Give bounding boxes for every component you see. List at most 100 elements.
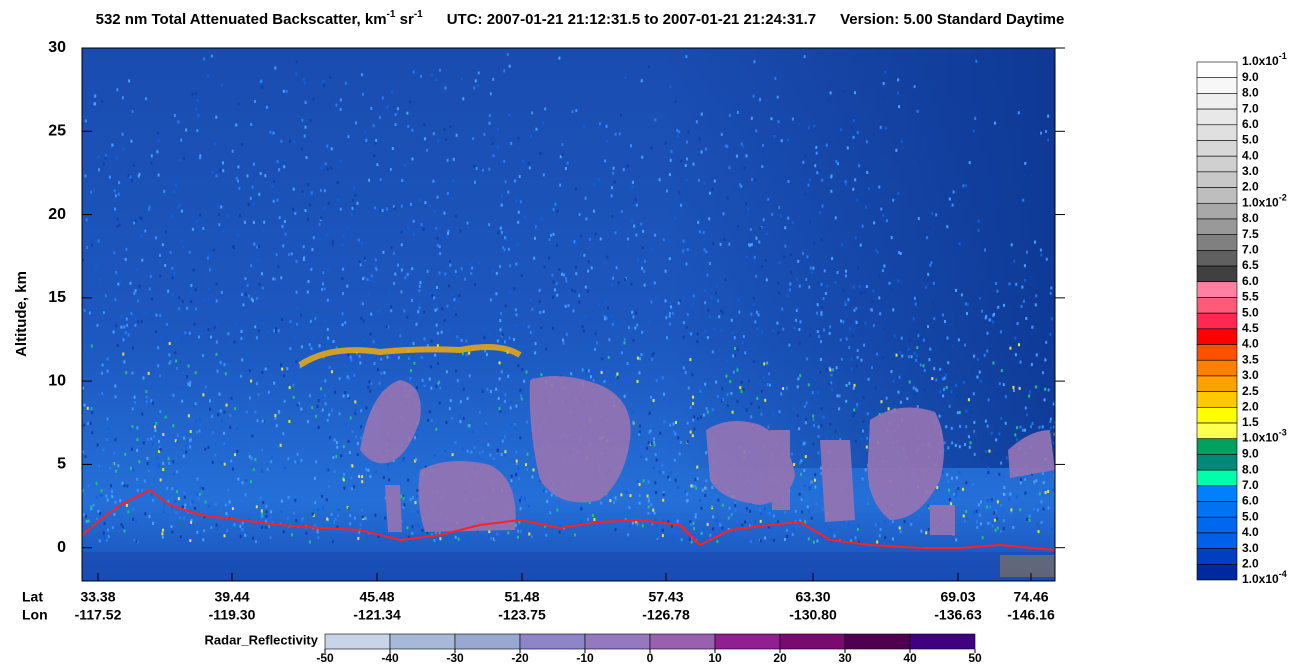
noise-pixel [171,530,174,534]
noise-pixel [133,221,136,225]
noise-pixel [357,536,360,540]
noise-pixel [449,399,452,403]
noise-pixel [106,417,109,421]
noise-pixel [278,168,281,172]
noise-pixel [641,524,644,528]
noise-pixel [708,262,711,265]
noise-pixel [945,373,948,377]
noise-pixel [807,126,810,130]
noise-pixel [942,394,945,398]
noise-pixel [614,132,617,136]
noise-pixel [954,374,957,378]
noise-pixel [600,501,603,505]
noise-pixel [829,368,832,372]
x-tick-label: -117.52 [75,607,122,623]
noise-pixel [552,295,555,299]
noise-pixel [855,405,858,409]
colorbar-label: 8.0 [1242,211,1259,225]
noise-pixel [807,183,810,187]
noise-pixel [232,245,235,249]
noise-pixel [756,396,759,400]
noise-pixel [612,171,615,175]
noise-pixel [210,335,212,339]
noise-pixel [473,164,476,168]
noise-pixel [323,206,326,210]
noise-pixel [106,357,109,361]
noise-pixel [996,500,999,504]
noise-pixel [670,149,673,153]
noise-pixel [295,60,298,64]
noise-pixel [975,509,978,513]
noise-pixel [302,258,305,261]
noise-pixel [331,370,333,374]
noise-pixel [200,491,203,495]
noise-pixel [570,372,573,376]
noise-pixel [986,424,989,428]
colorbar-swatch [1196,391,1238,408]
noise-pixel [946,473,949,477]
noise-pixel [239,214,242,217]
noise-pixel [370,353,373,357]
noise-pixel [153,435,156,438]
colorbar-swatch [1196,532,1238,549]
noise-pixel [704,147,707,151]
noise-pixel [483,327,486,331]
noise-pixel [292,207,294,211]
noise-pixel [899,252,902,255]
noise-pixel [968,393,970,397]
noise-pixel [342,394,345,398]
noise-pixel [1000,417,1003,420]
noise-pixel [591,514,594,517]
noise-pixel [162,528,164,532]
noise-pixel [121,525,124,529]
noise-pixel [286,516,289,520]
noise-pixel [816,330,819,334]
noise-pixel [361,92,364,96]
noise-pixel [84,455,87,459]
noise-pixel [711,486,714,489]
noise-pixel [1010,511,1013,515]
noise-pixel [244,292,247,296]
noise-pixel [672,422,675,426]
noise-pixel [797,377,800,381]
noise-pixel [443,319,446,323]
noise-pixel [820,313,823,316]
noise-pixel [194,288,197,292]
noise-pixel [82,450,84,454]
noise-pixel [993,312,995,316]
noise-pixel [600,370,603,374]
noise-pixel [121,132,124,136]
noise-pixel [635,520,638,524]
noise-pixel [374,266,377,270]
noise-pixel [592,378,595,382]
noise-pixel [583,124,586,128]
noise-pixel [123,484,126,488]
noise-pixel [1016,426,1019,430]
noise-pixel [561,152,564,156]
noise-pixel [359,523,362,527]
noise-pixel [652,508,655,512]
noise-pixel [871,300,874,304]
noise-pixel [730,318,733,322]
x-tick-label: -119.30 [209,607,256,623]
noise-pixel [206,256,209,260]
colorbar: 1.0x10-19.08.07.06.05.04.03.02.01.0x10-2… [1196,51,1287,586]
noise-pixel [722,398,725,402]
noise-pixel [695,120,698,124]
noise-pixel [747,379,750,383]
noise-pixel [562,338,564,342]
noise-pixel [468,351,471,355]
noise-pixel [673,458,676,462]
noise-pixel [88,311,91,315]
noise-pixel [682,296,685,300]
noise-pixel [364,516,367,520]
noise-pixel [415,322,418,326]
noise-pixel [1042,481,1045,485]
noise-pixel [958,471,961,475]
noise-pixel [259,496,262,500]
noise-pixel [306,217,309,221]
noise-pixel [118,223,121,227]
noise-pixel [1010,243,1013,247]
colorbar-label: 2.5 [1242,384,1259,398]
noise-pixel [1044,387,1047,391]
